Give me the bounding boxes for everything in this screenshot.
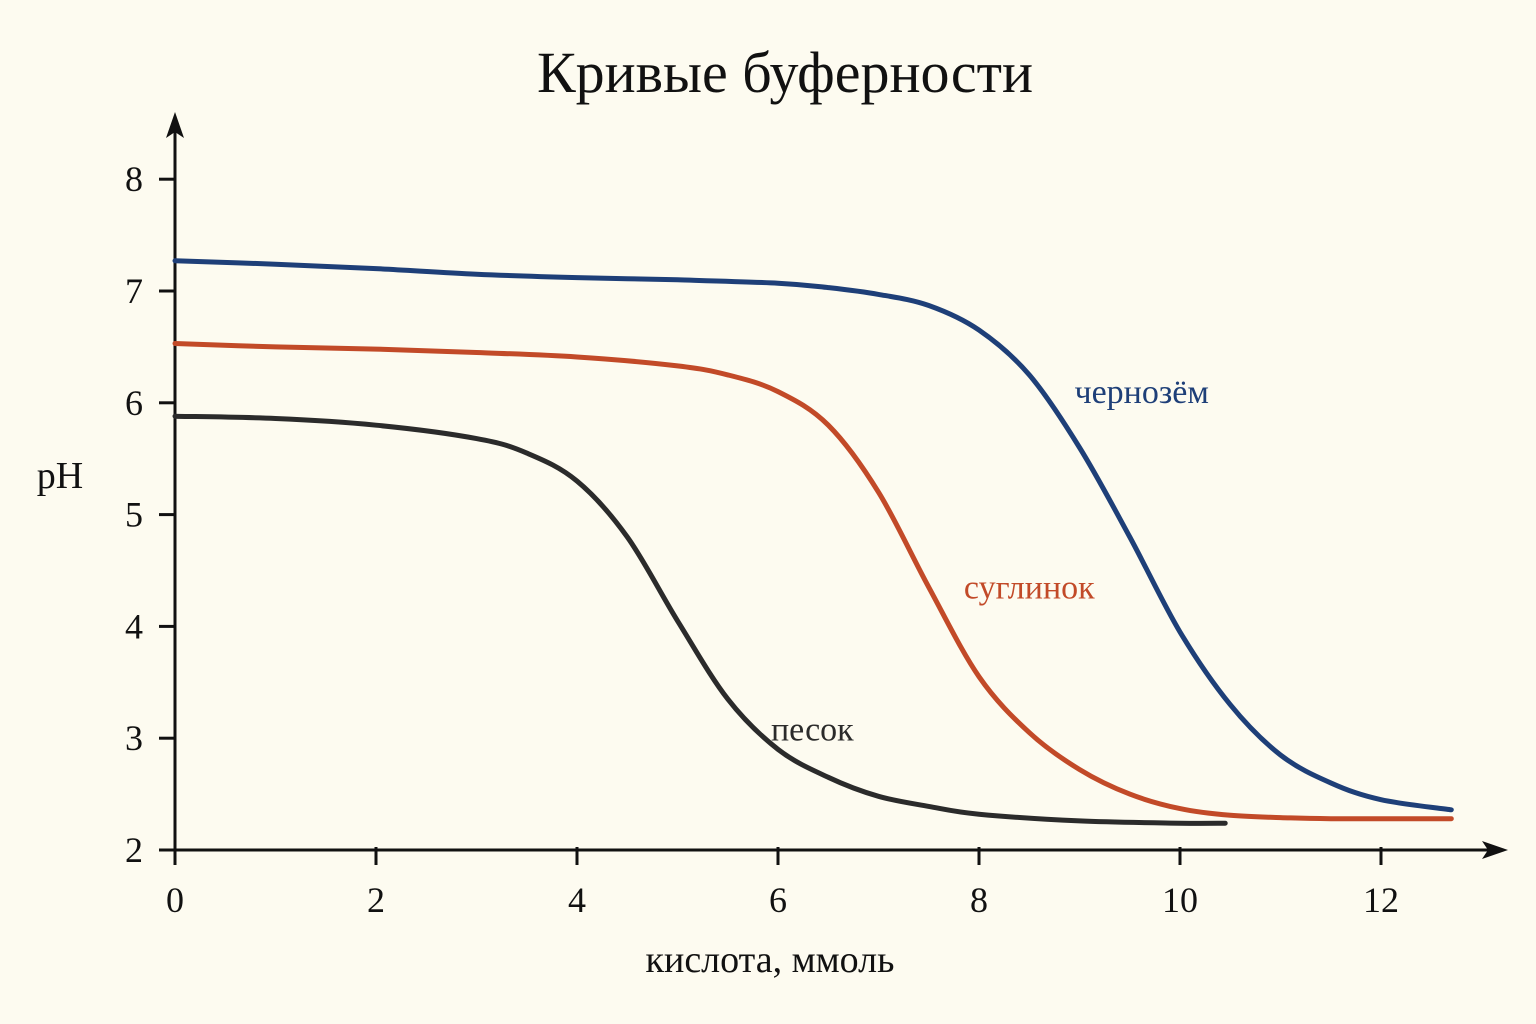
series-label-pesok: песок bbox=[771, 711, 854, 748]
x-axis-label: кислота, ммоль bbox=[646, 939, 895, 981]
series-label-chernozem: чернозём bbox=[1074, 374, 1208, 411]
series-line-pesok bbox=[172, 413, 1228, 826]
y-tick-label: 8 bbox=[125, 159, 143, 199]
x-tick-label: 0 bbox=[166, 880, 184, 920]
y-axis-arrow bbox=[166, 112, 184, 138]
y-axis-label: pH bbox=[37, 455, 83, 497]
series-label-suglinok: суглинок bbox=[964, 569, 1095, 606]
x-tick-label: 6 bbox=[769, 880, 787, 920]
series-labels: чернозём суглинок песок bbox=[771, 374, 1209, 749]
series-line-suglinok bbox=[172, 341, 1454, 822]
y-tick-label: 6 bbox=[125, 383, 143, 423]
y-tick-label: 3 bbox=[125, 718, 143, 758]
x-tick-label: 8 bbox=[970, 880, 988, 920]
y-tick-label: 7 bbox=[125, 271, 143, 311]
y-tick-label: 4 bbox=[125, 606, 143, 646]
x-axis-arrow bbox=[1482, 841, 1508, 859]
curves bbox=[172, 258, 1454, 826]
x-tick-label: 10 bbox=[1162, 880, 1198, 920]
x-tick-label: 4 bbox=[568, 880, 586, 920]
x-tick-label: 2 bbox=[367, 880, 385, 920]
y-tick-label: 2 bbox=[125, 830, 143, 870]
series-line-chernozem bbox=[172, 258, 1454, 813]
y-tick-label: 5 bbox=[125, 495, 143, 535]
chart-title: Кривые буферности bbox=[537, 40, 1033, 105]
x-tick-label: 12 bbox=[1363, 880, 1399, 920]
